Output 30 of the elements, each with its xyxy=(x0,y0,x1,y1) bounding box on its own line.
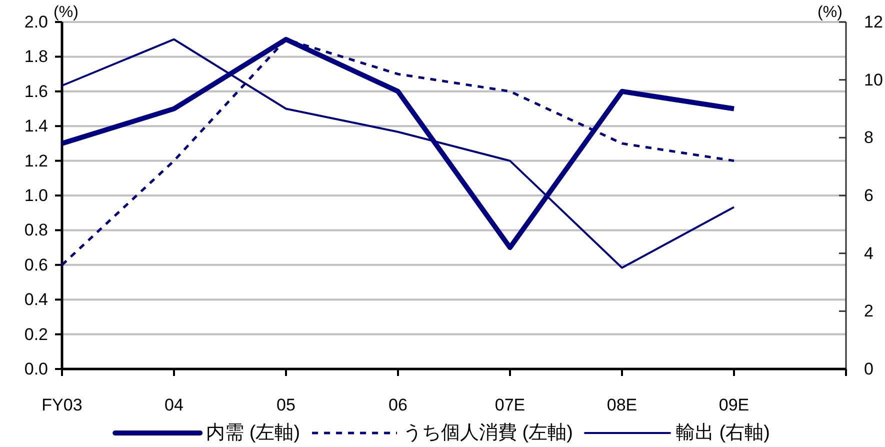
y2-tick-label: 10 xyxy=(864,70,883,90)
y2-tick-label: 0 xyxy=(864,360,874,378)
y2-tick-label: 2 xyxy=(864,302,874,321)
y2-tick-label: 12 xyxy=(864,12,883,32)
x-tick-label: 09E xyxy=(718,396,750,414)
y2-tick-label: 6 xyxy=(864,186,874,205)
y-tick-label: 0.0 xyxy=(24,360,48,378)
y-tick-label: 2.0 xyxy=(24,12,48,32)
y-tick-label: 0.8 xyxy=(24,220,48,240)
y-tick-label: 0.4 xyxy=(24,290,48,310)
y2-tick-label: 4 xyxy=(864,244,874,263)
legend-label: 輸出 (右軸) xyxy=(676,422,770,444)
y-tick-label: 1.6 xyxy=(24,82,48,101)
x-tick-label: 04 xyxy=(164,396,184,414)
y-tick-label: 1.4 xyxy=(24,116,48,136)
y-tick-label: 1.8 xyxy=(24,47,48,66)
y-tick-label: 1.0 xyxy=(24,186,48,205)
y2-axis-title: (%) xyxy=(818,4,842,21)
y-tick-label: 0.6 xyxy=(24,255,48,274)
x-tick-label: 06 xyxy=(388,396,408,414)
x-tick-label: 05 xyxy=(276,396,296,414)
x-tick-label: FY03 xyxy=(42,396,82,414)
x-tick-label: 07E xyxy=(494,396,526,414)
y2-tick-label: 8 xyxy=(864,128,874,148)
y-tick-label: 1.2 xyxy=(24,151,48,170)
x-tick-label: 08E xyxy=(606,396,638,414)
y-axis-title: (%) xyxy=(54,4,78,21)
legend-label: 内需 (左軸) xyxy=(206,422,300,444)
legend-label: うち個人消費 (左軸) xyxy=(403,422,573,444)
y-tick-label: 0.2 xyxy=(24,324,48,344)
